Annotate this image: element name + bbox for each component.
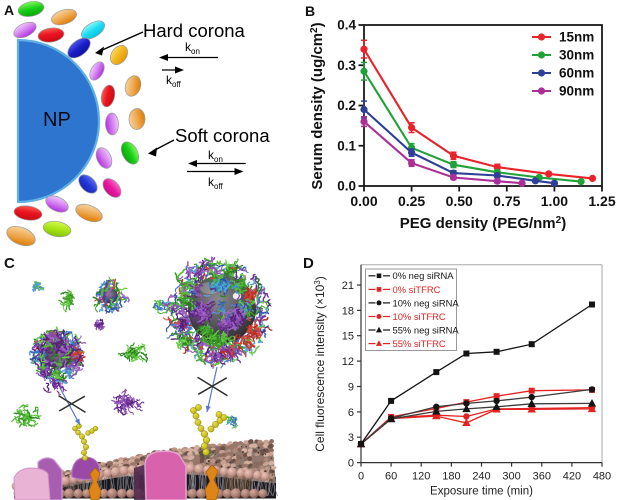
svg-text:10% neg siRNA: 10% neg siRNA	[393, 297, 460, 308]
svg-text:3: 3	[348, 432, 354, 444]
svg-text:Soft corona: Soft corona	[175, 125, 270, 146]
svg-text:60nm: 60nm	[559, 66, 594, 81]
svg-text:480: 480	[593, 471, 611, 483]
svg-text:0: 0	[348, 458, 354, 470]
svg-text:Serum density (ug/cm2): Serum density (ug/cm2)	[309, 22, 326, 189]
svg-text:10% siTFRC: 10% siTFRC	[393, 311, 446, 322]
svg-text:0% neg siRNA: 0% neg siRNA	[393, 270, 455, 281]
svg-text:Exposure time (min): Exposure time (min)	[430, 486, 533, 498]
svg-text:1.25: 1.25	[588, 193, 615, 209]
svg-text:55% siTFRC: 55% siTFRC	[393, 338, 446, 349]
svg-text:6: 6	[348, 407, 354, 419]
svg-text:300: 300	[502, 471, 520, 483]
svg-text:90nm: 90nm	[559, 84, 594, 99]
svg-text:240: 240	[472, 471, 490, 483]
svg-text:360: 360	[533, 471, 551, 483]
svg-text:0% siTFRC: 0% siTFRC	[393, 284, 441, 295]
svg-text:0.25: 0.25	[398, 193, 425, 209]
svg-text:0.3: 0.3	[337, 58, 356, 73]
svg-text:420: 420	[563, 471, 581, 483]
svg-text:60: 60	[385, 471, 397, 483]
svg-text:0.4: 0.4	[337, 18, 356, 33]
svg-text:0.0: 0.0	[337, 179, 356, 194]
svg-text:C: C	[4, 255, 15, 272]
svg-text:PEG density (PEG/nm2): PEG density (PEG/nm2)	[400, 215, 566, 232]
svg-text:120: 120	[412, 471, 430, 483]
svg-text:15nm: 15nm	[559, 30, 594, 45]
svg-text:18: 18	[342, 305, 354, 317]
svg-text:12: 12	[342, 356, 354, 368]
svg-text:21: 21	[342, 280, 354, 292]
svg-text:1.00: 1.00	[541, 193, 568, 209]
svg-text:0.2: 0.2	[337, 98, 356, 113]
svg-text:0.00: 0.00	[350, 193, 377, 209]
svg-text:0.1: 0.1	[337, 138, 356, 153]
svg-text:Hard corona: Hard corona	[143, 20, 246, 41]
svg-text:0.75: 0.75	[493, 193, 520, 209]
svg-text:D: D	[303, 255, 314, 272]
svg-text:55% neg siRNA: 55% neg siRNA	[393, 324, 460, 335]
svg-text:9: 9	[348, 382, 354, 394]
svg-text:NP: NP	[43, 109, 71, 131]
svg-text:180: 180	[442, 471, 460, 483]
svg-text:0.50: 0.50	[446, 193, 473, 209]
svg-text:Cell fluorescence intensity (×: Cell fluorescence intensity (×103)	[313, 276, 327, 452]
svg-text:30nm: 30nm	[559, 48, 594, 63]
svg-text:15: 15	[342, 331, 354, 343]
svg-text:A: A	[4, 2, 14, 18]
svg-text:B: B	[305, 3, 315, 19]
svg-text:0: 0	[358, 471, 364, 483]
